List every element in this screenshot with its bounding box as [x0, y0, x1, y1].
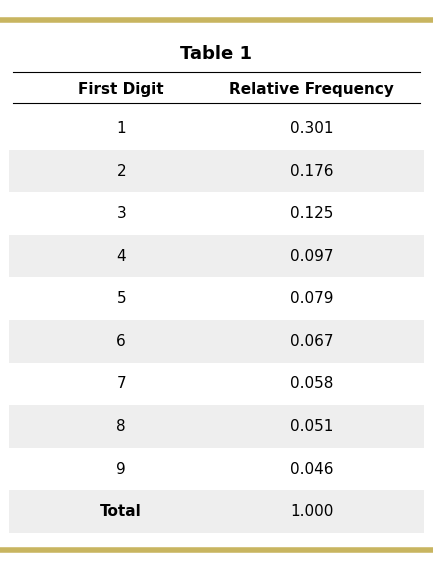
Text: 2: 2: [116, 164, 126, 178]
Bar: [9, 405, 424, 448]
Text: 4: 4: [116, 249, 126, 264]
Text: 0.058: 0.058: [290, 376, 333, 392]
Bar: [9, 320, 424, 363]
Text: 7: 7: [116, 376, 126, 392]
Text: 1: 1: [116, 121, 126, 136]
Text: 0.097: 0.097: [290, 249, 333, 264]
Text: 0.125: 0.125: [290, 206, 333, 221]
Text: 0.067: 0.067: [290, 334, 333, 349]
Text: 6: 6: [116, 334, 126, 349]
Bar: [9, 150, 424, 192]
Text: 1.000: 1.000: [290, 504, 333, 519]
Text: Relative Frequency: Relative Frequency: [229, 82, 394, 97]
Text: 0.079: 0.079: [290, 291, 333, 306]
Bar: [9, 490, 424, 533]
Text: First Digit: First Digit: [78, 82, 164, 97]
Text: 0.046: 0.046: [290, 462, 333, 477]
Text: 5: 5: [116, 291, 126, 306]
Text: 0.051: 0.051: [290, 419, 333, 434]
Text: 3: 3: [116, 206, 126, 221]
Text: 9: 9: [116, 462, 126, 477]
Text: 0.176: 0.176: [290, 164, 333, 178]
Text: 0.301: 0.301: [290, 121, 333, 136]
Text: Table 1: Table 1: [181, 45, 252, 63]
Text: Total: Total: [100, 504, 142, 519]
Bar: [9, 235, 424, 278]
Text: 8: 8: [116, 419, 126, 434]
